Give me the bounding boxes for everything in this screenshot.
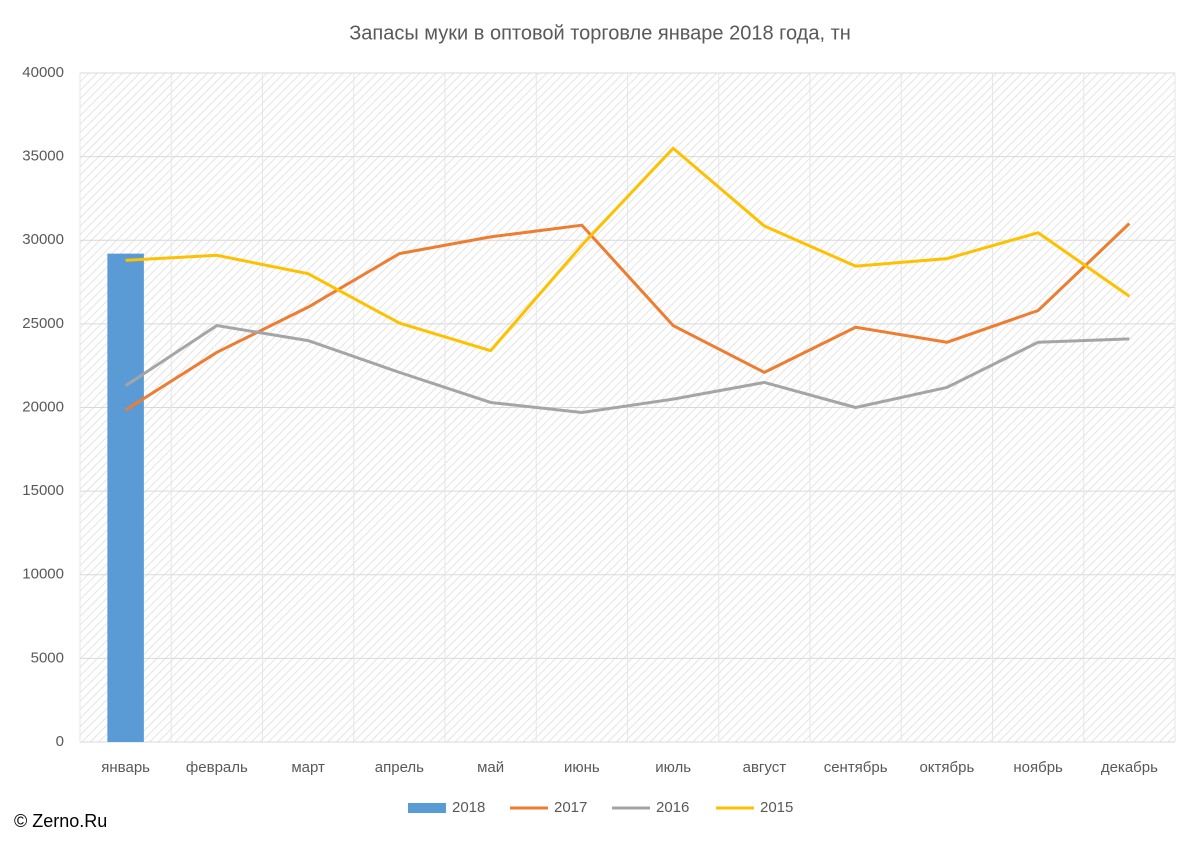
legend-label: 2016 bbox=[656, 799, 689, 816]
line-series bbox=[125, 146, 1131, 353]
x-tick-label: февраль bbox=[186, 759, 248, 776]
x-tick-label: сентябрь bbox=[824, 759, 888, 776]
y-tick-label: 0 bbox=[56, 733, 64, 750]
y-tick-label: 30000 bbox=[22, 231, 64, 248]
x-tick-label: декабрь bbox=[1101, 759, 1158, 776]
source: © Zerno.Ru bbox=[14, 811, 107, 831]
legend-label: 2015 bbox=[760, 799, 793, 816]
x-tick-label: июль bbox=[655, 759, 691, 776]
x-tick-label: март bbox=[291, 759, 325, 776]
y-tick-label: 10000 bbox=[22, 566, 64, 583]
line-series bbox=[124, 222, 1131, 412]
x-tick-label: апрель bbox=[375, 759, 424, 776]
y-tick-label: 35000 bbox=[22, 148, 64, 165]
legend-swatch bbox=[408, 803, 446, 813]
y-tick-label: 20000 bbox=[22, 398, 64, 415]
y-tick-label: 40000 bbox=[22, 64, 64, 81]
legend-label: 2018 bbox=[452, 799, 485, 816]
y-tick-label: 15000 bbox=[22, 482, 64, 499]
y-tick-label: 25000 bbox=[22, 315, 64, 332]
y-tick-label: 5000 bbox=[31, 649, 64, 666]
x-tick-label: август bbox=[743, 759, 787, 776]
line-series bbox=[124, 324, 1130, 415]
x-tick-label: ноябрь bbox=[1013, 759, 1063, 776]
legend-label: 2017 bbox=[554, 799, 587, 816]
x-tick-label: май bbox=[477, 759, 504, 776]
x-tick-label: январь bbox=[101, 759, 150, 776]
x-tick-label: октябрь bbox=[919, 759, 974, 776]
x-tick-label: июнь bbox=[564, 759, 600, 776]
chart-title: Запасы муки в оптовой торговле январе 20… bbox=[349, 22, 851, 44]
bar bbox=[107, 253, 144, 742]
